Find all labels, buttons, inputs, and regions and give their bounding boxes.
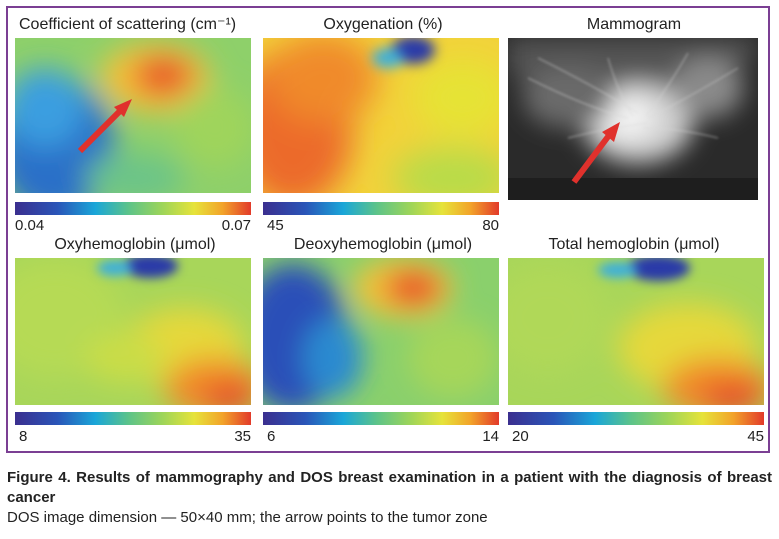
scale-max: 45	[747, 428, 764, 445]
caption-note: DOS image dimension — 50×40 mm; the arro…	[7, 509, 488, 526]
panel-title: Deoxyhemoglobin (μmol)	[293, 236, 473, 253]
panel-mammogram: Mammogram	[508, 16, 760, 236]
colorbar	[15, 202, 251, 215]
panel-deoxyhemoglobin: Deoxyhemoglobin (μmol) 6 14	[263, 236, 503, 452]
colorbar	[263, 202, 499, 215]
oxygenation-map	[263, 38, 499, 193]
scale-min: 8	[19, 428, 28, 445]
deoxyhemoglobin-map	[263, 258, 499, 405]
panel-title: Oxygenation (%)	[323, 16, 443, 33]
tumor-arrow-icon	[77, 99, 132, 154]
oxyhemoglobin-map	[15, 258, 251, 405]
panel-title: Oxyhemoglobin (μmol)	[54, 236, 216, 253]
colorbar	[15, 412, 251, 425]
scale-min: 6	[267, 428, 276, 445]
scattering-map	[15, 38, 251, 193]
scale-min: 45	[267, 217, 284, 234]
panel-title: Mammogram	[586, 16, 682, 33]
figure-caption: Figure 4. Results of mammography and DOS…	[7, 468, 772, 528]
scale-max: 0.07	[221, 217, 251, 234]
panel-oxygenation: Oxygenation (%) 45 80	[263, 16, 503, 236]
panel-total-hemoglobin: Total hemoglobin (μmol) 20	[508, 236, 764, 452]
panel-oxyhemoglobin: Oxyhemoglobin (μmol)	[15, 236, 255, 452]
panel-scattering: Coefficient of scattering (cm⁻¹)	[15, 16, 255, 236]
total-hemoglobin-map	[508, 258, 764, 405]
panel-title: Total hemoglobin (μmol)	[548, 236, 720, 253]
panel-title: Coefficient of scattering (cm⁻¹)	[19, 16, 237, 33]
colorbar	[263, 412, 499, 425]
scale-max: 14	[482, 428, 499, 445]
scale-max: 80	[482, 217, 499, 234]
tumor-arrow-icon	[571, 122, 620, 184]
scale-min: 20	[512, 428, 529, 445]
scale-max: 35	[234, 428, 251, 445]
caption-title: Figure 4. Results of mammography and DOS…	[7, 469, 772, 506]
scale-min: 0.04	[15, 217, 45, 234]
figure-frame: Coefficient of scattering (cm⁻¹)	[6, 6, 770, 453]
colorbar	[508, 412, 764, 425]
mammogram-image	[508, 38, 758, 200]
